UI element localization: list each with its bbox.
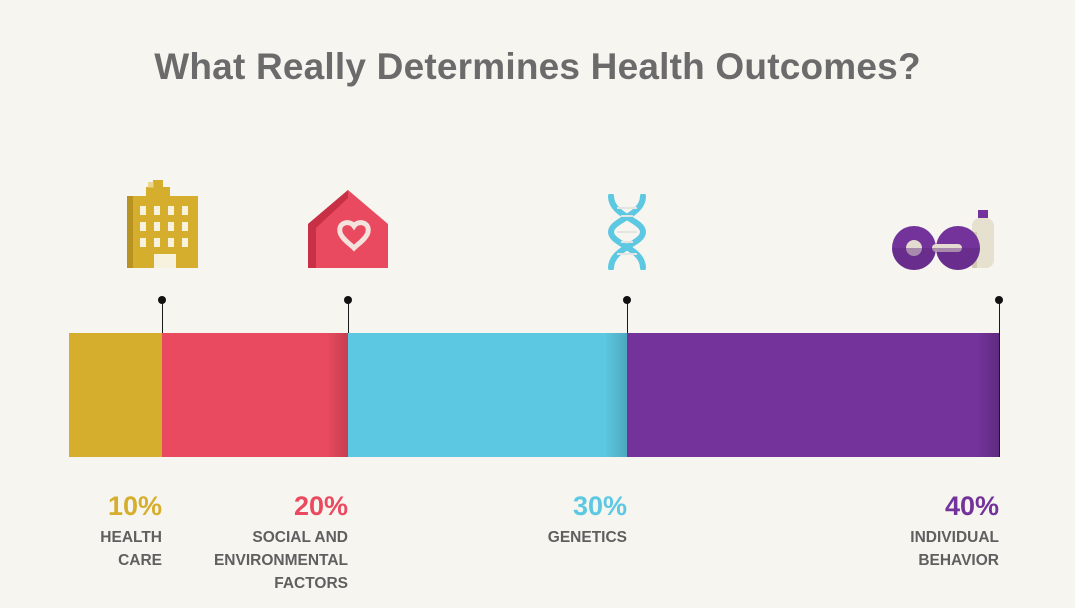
data-label-genetics: 30% <box>572 491 627 521</box>
category-label-line: FACTORS <box>274 575 348 592</box>
bar-segment-individual-behavior <box>627 333 999 457</box>
category-label-genetics: GENETICS <box>467 526 627 549</box>
marker-dot <box>158 296 166 304</box>
category-label-line: GENETICS <box>547 529 627 546</box>
category-label-line: ENVIRONMENTAL <box>213 552 348 569</box>
marker-line <box>999 300 1000 457</box>
dna-icon <box>605 193 649 271</box>
chart-title: What Really Determines Health Outcomes? <box>154 46 921 87</box>
category-label-line: CARE <box>118 552 162 569</box>
category-label-line: HEALTH <box>100 529 162 546</box>
marker-dot <box>344 296 352 304</box>
bar-segment-shade <box>326 333 348 457</box>
bar-segment-social-and-environmental-factors <box>162 333 348 457</box>
bar-segment-genetics <box>348 333 627 457</box>
category-label-individual-behavior: INDIVIDUAL BEHAVIOR <box>839 526 999 572</box>
category-label-line: BEHAVIOR <box>918 552 999 569</box>
bar-segment-health-care <box>69 333 162 457</box>
category-label-health-care: HEALTH CARE <box>2 526 162 572</box>
category-label-line: SOCIAL AND <box>252 529 348 546</box>
category-label-line: INDIVIDUAL <box>910 529 999 546</box>
house-heart-icon <box>306 188 390 270</box>
marker-dot <box>995 296 1003 304</box>
marker-dot <box>623 296 631 304</box>
data-label-individual-behavior: 40% <box>944 491 999 521</box>
data-label-health-care: 10% <box>107 491 162 521</box>
bar-segment-shade <box>605 333 627 457</box>
weights-bottle-icon <box>888 208 1002 270</box>
hospital-icon <box>124 178 200 270</box>
category-label-social-and-environmental-factors: SOCIAL AND ENVIRONMENTAL FACTORS <box>188 526 348 595</box>
data-label-social-and-environmental-factors: 20% <box>293 491 348 521</box>
bar-segment-shade <box>977 333 999 457</box>
